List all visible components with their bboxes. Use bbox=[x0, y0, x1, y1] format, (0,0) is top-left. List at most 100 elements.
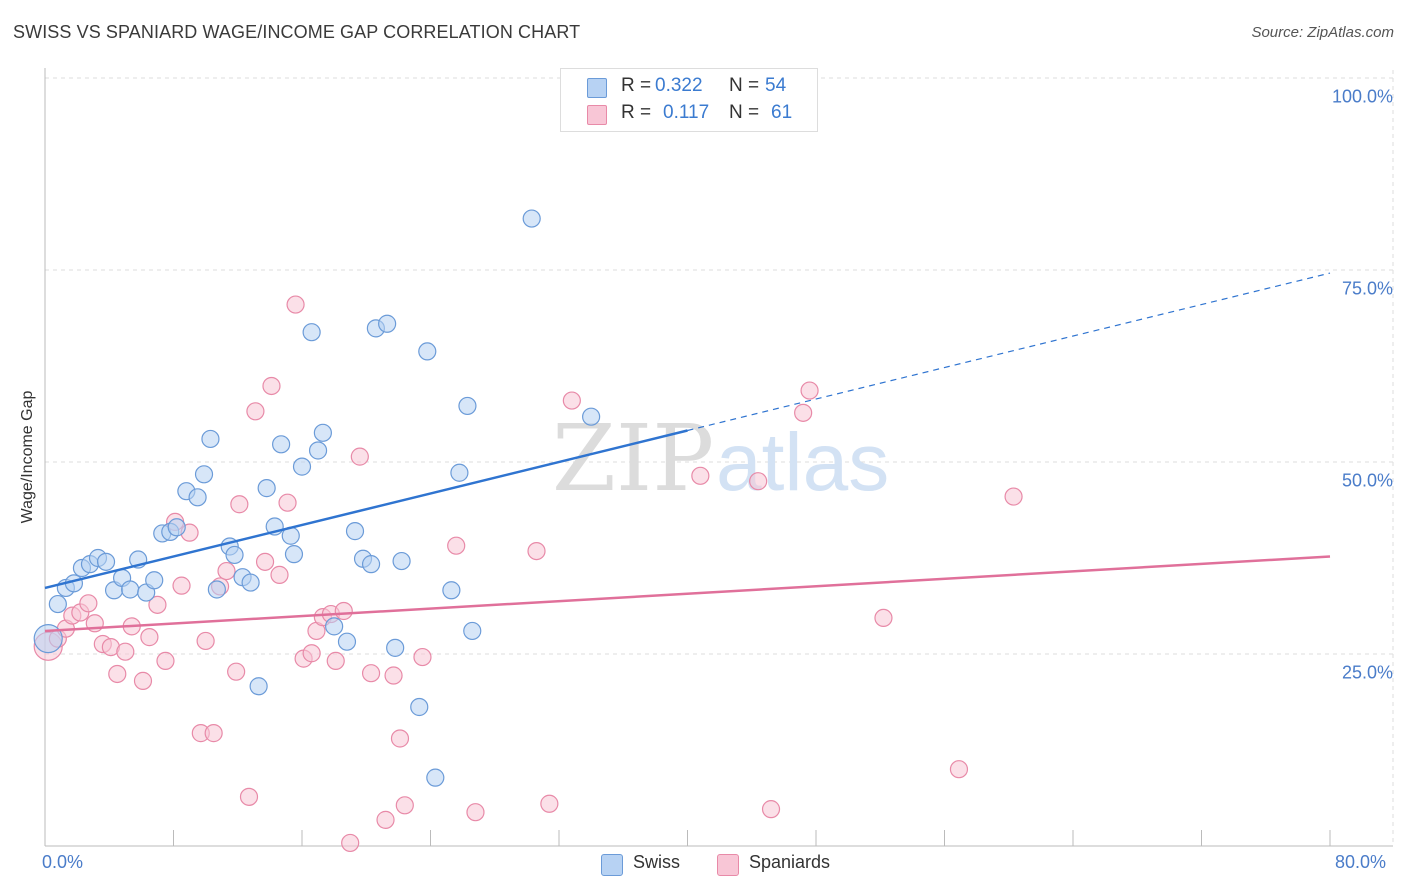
swiss-point bbox=[410, 697, 429, 717]
swiss-n-value: 54 bbox=[765, 75, 787, 96]
spaniards-point bbox=[413, 647, 432, 667]
y-tick-label-100: 100.0% bbox=[1331, 86, 1393, 107]
swiss-point bbox=[225, 545, 244, 565]
gridlines bbox=[45, 70, 1394, 846]
spaniards-trend-line bbox=[44, 555, 1331, 633]
swiss-point bbox=[426, 768, 445, 787]
swiss-point bbox=[458, 396, 477, 416]
spaniards-point bbox=[800, 381, 819, 400]
swiss-point bbox=[188, 488, 207, 507]
spaniards-n-value: 61 bbox=[771, 102, 793, 123]
spaniards-point bbox=[350, 447, 369, 466]
spaniards-n-label: N = bbox=[729, 102, 760, 123]
swiss-point bbox=[442, 581, 461, 600]
stats-box: R = 0.322 N = 54 R = 0.117 N = 61 bbox=[560, 68, 818, 132]
spaniards-point bbox=[270, 565, 289, 584]
swiss-points bbox=[33, 209, 601, 787]
swiss-n-label: N = bbox=[729, 75, 760, 96]
swiss-point bbox=[302, 323, 321, 342]
swiss-point bbox=[386, 638, 405, 657]
swiss-point bbox=[207, 580, 226, 599]
swiss-point bbox=[272, 435, 291, 454]
axes bbox=[44, 68, 1393, 847]
swiss-point bbox=[33, 624, 63, 654]
swiss-point bbox=[313, 423, 332, 442]
swiss-swatch bbox=[587, 78, 607, 98]
spaniards-point bbox=[148, 595, 167, 614]
swiss-trend-extension bbox=[687, 272, 1331, 432]
spaniards-point bbox=[239, 787, 259, 806]
x-tick-label-max: 80.0% bbox=[1335, 852, 1387, 872]
swiss-point bbox=[241, 573, 260, 592]
spaniards-point bbox=[230, 495, 249, 514]
spaniards-point bbox=[1004, 487, 1023, 506]
swiss-point bbox=[121, 580, 140, 599]
swiss-point bbox=[167, 518, 186, 537]
spaniards-point bbox=[949, 760, 969, 779]
source-label: Source: ZipAtlas.com bbox=[1251, 24, 1394, 41]
watermark-atlas: atlas bbox=[716, 417, 889, 508]
y-tick-label-75: 75.0% bbox=[1341, 278, 1393, 299]
spaniards-point bbox=[540, 794, 559, 813]
swiss-point bbox=[522, 209, 541, 228]
swiss-point bbox=[418, 342, 437, 361]
spaniards-point bbox=[326, 651, 345, 671]
spaniards-point bbox=[384, 666, 403, 685]
spaniards-swatch bbox=[587, 105, 607, 125]
swiss-point bbox=[292, 457, 312, 476]
spaniards-point bbox=[286, 295, 305, 314]
swiss-point bbox=[345, 522, 365, 541]
spaniards-point bbox=[217, 561, 236, 581]
spaniards-r-label: R = bbox=[621, 102, 652, 123]
spaniards-point bbox=[691, 466, 710, 485]
swiss-r-label: R = bbox=[621, 75, 652, 96]
spaniards-point bbox=[874, 608, 893, 628]
spaniards-point bbox=[794, 403, 813, 422]
spaniards-point bbox=[278, 493, 297, 512]
spaniards-point bbox=[262, 376, 281, 396]
spaniards-point bbox=[255, 552, 275, 571]
spaniards-point bbox=[302, 644, 321, 663]
trend-lines bbox=[44, 272, 1331, 633]
swiss-point bbox=[48, 594, 67, 614]
swiss-point bbox=[308, 441, 328, 460]
swiss-point bbox=[96, 552, 116, 571]
swiss-point bbox=[337, 632, 357, 651]
swiss-point bbox=[201, 429, 220, 449]
legend-spaniards-label: Spaniards bbox=[749, 852, 831, 872]
swiss-point bbox=[450, 463, 469, 482]
swiss-point bbox=[249, 677, 268, 696]
spaniards-point bbox=[79, 594, 98, 613]
swiss-point bbox=[145, 571, 164, 590]
swiss-point bbox=[257, 479, 276, 498]
swiss-point bbox=[284, 545, 304, 564]
spaniards-point bbox=[227, 662, 246, 681]
watermark-zip: ZIP bbox=[552, 405, 714, 512]
spaniards-point bbox=[172, 576, 191, 595]
spaniards-point bbox=[133, 671, 153, 690]
spaniards-point bbox=[527, 541, 546, 561]
legend-swiss-swatch bbox=[601, 854, 623, 876]
swiss-point bbox=[463, 621, 482, 641]
y-tick-label-50: 50.0% bbox=[1341, 470, 1393, 491]
swiss-r-value: 0.322 bbox=[655, 75, 703, 96]
swiss-point bbox=[361, 555, 381, 574]
spaniards-point bbox=[116, 642, 135, 661]
spaniards-point bbox=[361, 664, 381, 683]
spaniards-point bbox=[140, 628, 159, 647]
spaniards-point bbox=[376, 810, 395, 829]
spaniards-point bbox=[156, 651, 175, 671]
spaniards-point bbox=[204, 724, 223, 743]
chart-title: SWISS VS SPANIARD WAGE/INCOME GAP CORREL… bbox=[13, 22, 581, 42]
legend-swiss-label: Swiss bbox=[633, 852, 681, 872]
legend-spaniards-swatch bbox=[717, 854, 739, 876]
spaniards-point bbox=[562, 391, 581, 410]
spaniards-point bbox=[334, 601, 353, 621]
spaniards-point bbox=[108, 664, 127, 684]
spaniards-point bbox=[390, 729, 410, 748]
spaniards-point bbox=[466, 803, 485, 822]
swiss-point bbox=[194, 465, 214, 484]
watermark: ZIP atlas bbox=[552, 405, 889, 512]
spaniards-point bbox=[749, 472, 768, 491]
